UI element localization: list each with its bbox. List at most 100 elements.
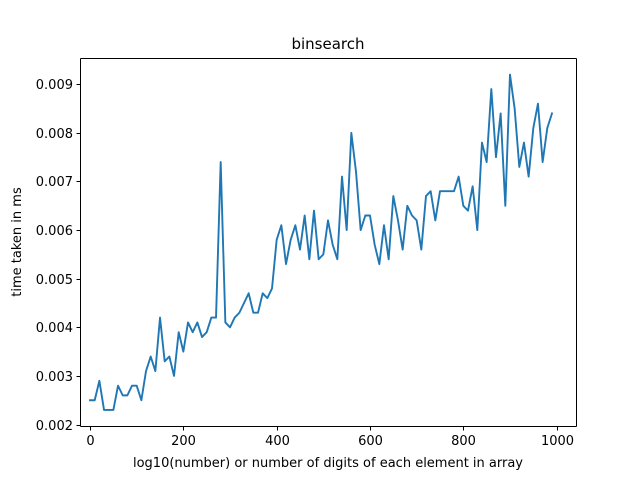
data-point: [229, 327, 230, 328]
data-point: [421, 249, 422, 250]
data-point: [430, 191, 431, 192]
data-point: [402, 249, 403, 250]
data-point: [486, 161, 487, 162]
data-point: [295, 225, 296, 226]
y-axis-label: time taken in ms: [10, 187, 25, 297]
data-point: [271, 288, 272, 289]
data-point: [122, 395, 123, 396]
data-point: [467, 210, 468, 211]
plot-area: 0 200 400 600 800 1000 0.002 0.003 0.004 0.005 0.0…: [36, 58, 577, 449]
x-tick-label: 400: [265, 434, 290, 449]
data-point: [187, 322, 188, 323]
y-tick-label: 0.007: [36, 175, 73, 190]
x-tick-label: 0: [86, 434, 94, 449]
data-point: [313, 210, 314, 211]
data-point: [281, 225, 282, 226]
data-point: [267, 298, 268, 299]
data-point: [505, 205, 506, 206]
data-point: [276, 239, 277, 240]
data-point: [351, 132, 352, 133]
data-point: [551, 113, 552, 114]
data-point: [449, 191, 450, 192]
data-point: [491, 89, 492, 90]
data-point: [397, 220, 398, 221]
data-point: [178, 332, 179, 333]
data-point: [197, 322, 198, 323]
data-point: [383, 225, 384, 226]
data-point: [183, 351, 184, 352]
data-point: [542, 161, 543, 162]
data-point: [337, 259, 338, 260]
y-tick-label: 0.004: [36, 321, 73, 336]
data-point: [472, 186, 473, 187]
data-point: [374, 244, 375, 245]
data-point: [309, 259, 310, 260]
data-point: [369, 215, 370, 216]
data-point: [360, 229, 361, 230]
data-point: [127, 395, 128, 396]
data-point: [215, 317, 216, 318]
data-point: [393, 195, 394, 196]
data-point: [159, 317, 160, 318]
data-point: [323, 254, 324, 255]
data-point: [108, 409, 109, 410]
data-point: [89, 400, 90, 401]
y-tick-label: 0.005: [36, 273, 73, 288]
x-tick-label: 200: [171, 434, 196, 449]
data-point: [547, 127, 548, 128]
data-point: [164, 361, 165, 362]
y-tick-label: 0.009: [36, 78, 73, 93]
data-point: [500, 113, 501, 114]
data-point: [225, 322, 226, 323]
data-point: [117, 385, 118, 386]
data-point: [94, 400, 95, 401]
data-point: [346, 229, 347, 230]
data-point: [523, 142, 524, 143]
data-point: [355, 171, 356, 172]
y-tick-label: 0.003: [36, 370, 73, 385]
data-point: [290, 239, 291, 240]
data-point: [495, 157, 496, 158]
data-point: [248, 293, 249, 294]
data-point: [537, 103, 538, 104]
data-point: [533, 127, 534, 128]
data-point: [388, 259, 389, 260]
chart-title: binsearch: [291, 35, 364, 53]
x-axis-label: log10(number) or number of digits of eac…: [133, 456, 523, 471]
data-point: [220, 161, 221, 162]
x-tick-label: 800: [451, 434, 476, 449]
data-point: [141, 400, 142, 401]
data-point: [327, 220, 328, 221]
data-point: [150, 356, 151, 357]
data-point: [509, 74, 510, 75]
data-point: [243, 302, 244, 303]
data-point: [444, 191, 445, 192]
x-tick-label: 600: [358, 434, 383, 449]
data-point: [262, 293, 263, 294]
data-point: [425, 195, 426, 196]
data-point: [299, 249, 300, 250]
data-point: [253, 312, 254, 313]
data-point: [173, 375, 174, 376]
data-point: [99, 380, 100, 381]
data-point: [514, 108, 515, 109]
data-point: [379, 264, 380, 265]
data-point: [145, 370, 146, 371]
y-tick-label: 0.006: [36, 224, 73, 239]
data-point: [463, 205, 464, 206]
data-point: [136, 385, 137, 386]
y-tick-label: 0.008: [36, 127, 73, 142]
data-point: [481, 142, 482, 143]
data-point: [201, 336, 202, 337]
data-point: [458, 176, 459, 177]
data-point: [477, 229, 478, 230]
data-point: [234, 317, 235, 318]
data-point: [192, 332, 193, 333]
x-tick-label: 1000: [541, 434, 574, 449]
data-point: [341, 176, 342, 177]
data-point: [416, 220, 417, 221]
data-point: [169, 356, 170, 357]
series-line-0: [89, 73, 554, 411]
